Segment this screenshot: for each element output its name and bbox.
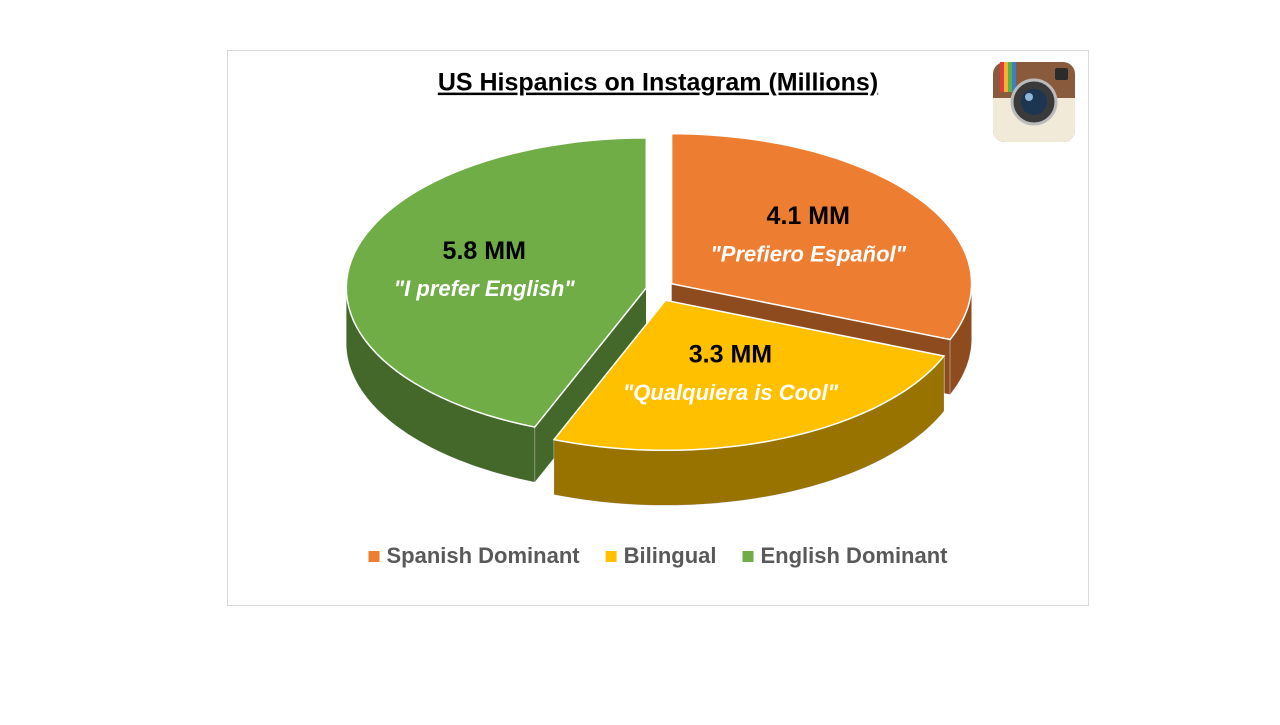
pie-slice bbox=[670, 132, 973, 341]
slice-shade bbox=[346, 287, 535, 483]
value-label: 5.8 MM bbox=[443, 237, 526, 265]
chart-title: US Hispanics on Instagram (Millions) bbox=[438, 69, 878, 97]
slice-annotation: "I prefer English" bbox=[394, 276, 576, 301]
legend-label: Bilingual bbox=[624, 543, 717, 568]
legend-label: Spanish Dominant bbox=[386, 543, 580, 568]
legend-swatch bbox=[368, 551, 380, 562]
pie-slice bbox=[552, 299, 946, 452]
pie-slice bbox=[345, 137, 648, 428]
value-label: 3.3 MM bbox=[689, 341, 772, 369]
value-label: 4.1 MM bbox=[767, 202, 850, 230]
legend-swatch bbox=[742, 551, 754, 562]
slice-annotation: "Prefiero Español" bbox=[710, 241, 906, 266]
slice-shade bbox=[554, 356, 944, 506]
slice-shade bbox=[950, 283, 972, 395]
legend-swatch bbox=[605, 551, 617, 562]
slice-annotation: "Qualquiera is Cool" bbox=[623, 380, 839, 405]
instagram-icon bbox=[993, 62, 1075, 142]
legend-label: English Dominant bbox=[761, 543, 949, 568]
